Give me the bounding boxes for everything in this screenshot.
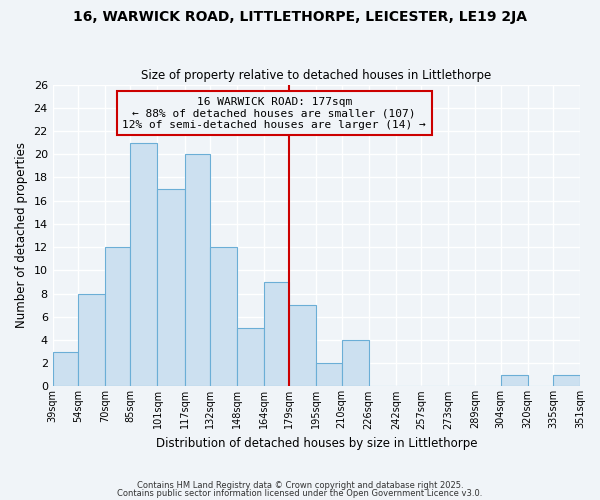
Bar — [210, 247, 237, 386]
Text: Contains public sector information licensed under the Open Government Licence v3: Contains public sector information licen… — [118, 488, 482, 498]
Title: Size of property relative to detached houses in Littlethorpe: Size of property relative to detached ho… — [141, 69, 491, 82]
Y-axis label: Number of detached properties: Number of detached properties — [15, 142, 28, 328]
Bar — [185, 154, 210, 386]
Bar — [316, 363, 341, 386]
Bar — [105, 247, 130, 386]
X-axis label: Distribution of detached houses by size in Littlethorpe: Distribution of detached houses by size … — [155, 437, 477, 450]
Bar — [341, 340, 369, 386]
Bar — [130, 142, 157, 386]
Text: 16 WARWICK ROAD: 177sqm
← 88% of detached houses are smaller (107)
12% of semi-d: 16 WARWICK ROAD: 177sqm ← 88% of detache… — [122, 96, 426, 130]
Bar — [264, 282, 289, 387]
Bar — [289, 305, 316, 386]
Bar — [237, 328, 264, 386]
Bar — [53, 352, 78, 386]
Bar — [500, 375, 527, 386]
Bar — [553, 375, 580, 386]
Text: Contains HM Land Registry data © Crown copyright and database right 2025.: Contains HM Land Registry data © Crown c… — [137, 481, 463, 490]
Bar — [78, 294, 105, 386]
Bar — [157, 189, 185, 386]
Text: 16, WARWICK ROAD, LITTLETHORPE, LEICESTER, LE19 2JA: 16, WARWICK ROAD, LITTLETHORPE, LEICESTE… — [73, 10, 527, 24]
